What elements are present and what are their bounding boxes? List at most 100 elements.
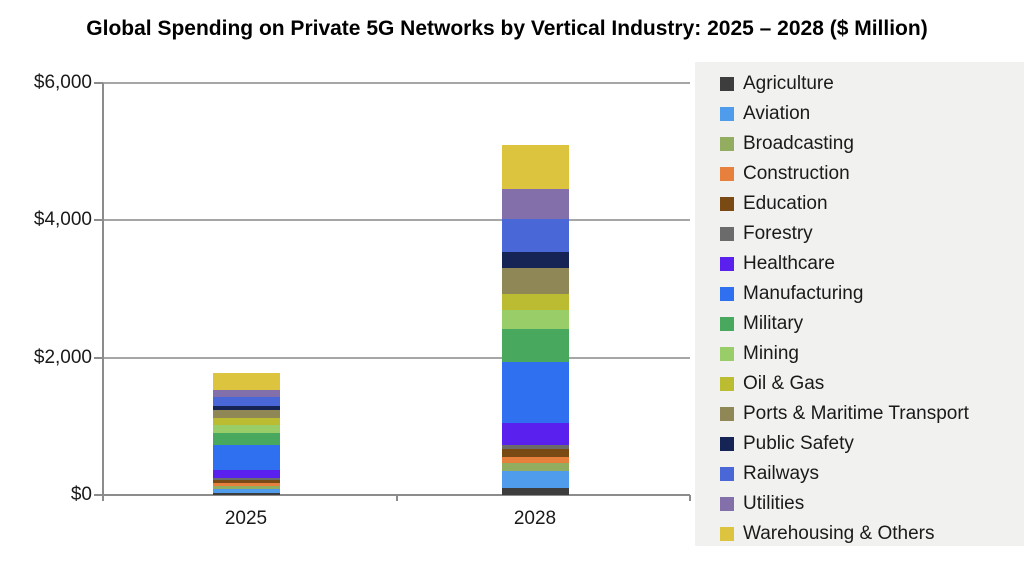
bar-segment-forestry bbox=[501, 444, 569, 450]
legend-item-construction: Construction bbox=[720, 159, 1024, 189]
legend-swatch-agriculture bbox=[720, 77, 734, 91]
legend-swatch-forestry bbox=[720, 227, 734, 241]
bar-segment-aviation bbox=[212, 488, 280, 494]
legend-swatch-utilities bbox=[720, 497, 734, 511]
legend-swatch-manufacturing bbox=[720, 287, 734, 301]
legend-swatch-mining bbox=[720, 347, 734, 361]
bar-2025 bbox=[212, 372, 280, 495]
legend-item-forestry: Forestry bbox=[720, 219, 1024, 249]
bar-segment-broadcasting bbox=[212, 486, 280, 489]
legend-swatch-public-safety bbox=[720, 437, 734, 451]
bar-segment-mining bbox=[501, 310, 569, 329]
bar-segment-ports-maritime-transport bbox=[212, 410, 280, 419]
bar-segment-education bbox=[501, 449, 569, 457]
legend-label: Construction bbox=[743, 163, 850, 184]
y-tick-label: $4,000 bbox=[33, 209, 92, 231]
bar-segment-construction bbox=[212, 482, 280, 487]
legend-swatch-military bbox=[720, 317, 734, 331]
legend-label: Broadcasting bbox=[743, 133, 854, 154]
legend-item-broadcasting: Broadcasting bbox=[720, 129, 1024, 159]
legend-item-manufacturing: Manufacturing bbox=[720, 279, 1024, 309]
bar-segment-aviation bbox=[501, 470, 569, 489]
legend-label: Public Safety bbox=[743, 433, 854, 454]
bar-segment-public-safety bbox=[212, 405, 280, 411]
y-tick-label: $0 bbox=[70, 484, 92, 505]
legend-swatch-education bbox=[720, 197, 734, 211]
legend: Agriculture Aviation Broadcasting Construct… bbox=[695, 62, 1024, 546]
bar-segment-warehousing-others bbox=[212, 372, 280, 391]
y-axis-tick bbox=[94, 494, 103, 496]
bar-segment-railways bbox=[212, 396, 280, 406]
bar-segment-oil-gas bbox=[501, 294, 569, 311]
legend-item-oil-gas: Oil & Gas bbox=[720, 369, 1024, 399]
legend-label: Mining bbox=[743, 343, 799, 364]
y-tick-label: $2,000 bbox=[33, 346, 92, 368]
bar-segment-warehousing-others bbox=[501, 145, 569, 190]
x-tick-label-2028: 2028 bbox=[513, 508, 557, 529]
legend-label: Manufacturing bbox=[743, 283, 864, 304]
legend-label: Oil & Gas bbox=[743, 373, 825, 394]
legend-label: Agriculture bbox=[743, 73, 834, 94]
bar-segment-military bbox=[212, 432, 280, 445]
legend-item-ports-maritime-transport: Ports & Maritime Transport bbox=[720, 399, 1024, 429]
legend-swatch-broadcasting bbox=[720, 137, 734, 151]
x-axis-tick bbox=[395, 495, 398, 501]
legend-item-warehousing-others: Warehousing & Others bbox=[720, 519, 1024, 549]
bar-segment-agriculture bbox=[212, 493, 280, 495]
y-axis-tick bbox=[94, 219, 103, 222]
legend-swatch-healthcare bbox=[720, 257, 734, 271]
gridline bbox=[103, 219, 690, 222]
y-axis-tick bbox=[94, 82, 103, 84]
gridline bbox=[103, 356, 690, 359]
bar-segment-military bbox=[501, 328, 569, 362]
x-axis-tick bbox=[689, 495, 691, 501]
legend-swatch-warehousing-others bbox=[720, 527, 734, 541]
legend-swatch-construction bbox=[720, 167, 734, 181]
legend-item-agriculture: Agriculture bbox=[720, 69, 1024, 99]
legend-item-railways: Railways bbox=[720, 459, 1024, 489]
bar-segment-agriculture bbox=[501, 488, 569, 495]
bar-segment-healthcare bbox=[212, 469, 280, 478]
x-tick-label-2025: 2025 bbox=[224, 508, 268, 529]
legend-label: Military bbox=[743, 313, 804, 334]
legend-item-education: Education bbox=[720, 189, 1024, 219]
legend-swatch-railways bbox=[720, 467, 734, 481]
legend-label: Ports & Maritime Transport bbox=[743, 403, 969, 424]
bar-segment-ports-maritime-transport bbox=[501, 268, 569, 295]
legend-item-mining: Mining bbox=[720, 339, 1024, 369]
bar-segment-mining bbox=[212, 425, 280, 433]
legend-label: Aviation bbox=[743, 103, 811, 124]
y-tick-label: $6,000 bbox=[33, 72, 92, 93]
legend-label: Forestry bbox=[743, 223, 813, 244]
legend-item-aviation: Aviation bbox=[720, 99, 1024, 129]
legend-item-utilities: Utilities bbox=[720, 489, 1024, 519]
bar-segment-oil-gas bbox=[212, 418, 280, 426]
y-axis-line bbox=[102, 83, 104, 495]
legend-label: Utilities bbox=[743, 493, 805, 514]
bar-segment-broadcasting bbox=[501, 463, 569, 471]
legend-label: Railways bbox=[743, 463, 820, 484]
legend-label: Education bbox=[743, 193, 828, 214]
legend-item-healthcare: Healthcare bbox=[720, 249, 1024, 279]
bar-segment-education bbox=[212, 479, 280, 483]
legend-label: Healthcare bbox=[743, 253, 835, 274]
bar-segment-forestry bbox=[212, 477, 280, 480]
bar-segment-railways bbox=[501, 219, 569, 253]
x-axis-tick bbox=[102, 495, 104, 501]
legend-item-military: Military bbox=[720, 309, 1024, 339]
bar-2028 bbox=[501, 145, 569, 495]
legend-swatch-ports-maritime-transport bbox=[720, 407, 734, 421]
legend-label: Warehousing & Others bbox=[743, 523, 935, 544]
bar-segment-construction bbox=[501, 456, 569, 464]
bar-segment-utilities bbox=[501, 189, 569, 220]
gridline bbox=[103, 82, 690, 84]
bar-segment-utilities bbox=[212, 390, 280, 397]
bar-segment-manufacturing bbox=[212, 444, 280, 470]
bar-segment-manufacturing bbox=[501, 361, 569, 423]
legend-item-public-safety: Public Safety bbox=[720, 429, 1024, 459]
legend-swatch-oil-gas bbox=[720, 377, 734, 391]
y-axis-tick bbox=[94, 356, 103, 359]
bar-segment-healthcare bbox=[501, 422, 569, 445]
legend-swatch-aviation bbox=[720, 107, 734, 121]
